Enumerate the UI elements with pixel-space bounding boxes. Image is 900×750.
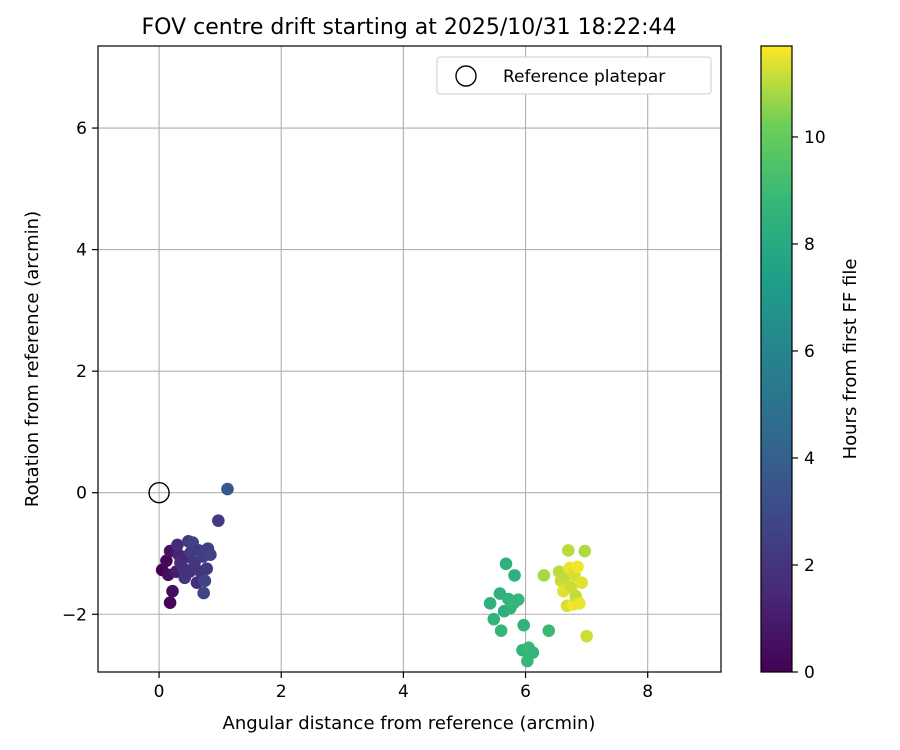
x-axis-ticks: 0 2 4 6 8 <box>154 672 653 702</box>
colorbar-tick-label: 8 <box>804 235 815 255</box>
plot-area: 0 2 4 6 8 −2 0 2 4 6 <box>62 45 722 702</box>
scatter-point <box>177 562 190 575</box>
scatter-point <box>171 538 184 552</box>
scatter-point <box>571 560 584 574</box>
scatter-point <box>487 612 501 626</box>
legend-marker-icon <box>455 65 477 87</box>
scatter-point <box>511 593 525 606</box>
y-tick-label: 2 <box>76 362 87 382</box>
scatter-point <box>163 596 177 610</box>
data-points <box>155 482 593 668</box>
grid-lines <box>98 46 721 672</box>
colorbar-label: Hours from first FF file <box>840 259 861 460</box>
scatter-point <box>483 597 497 610</box>
scatter-point <box>537 569 551 582</box>
plot-frame <box>97 45 722 673</box>
scatter-point <box>166 584 179 598</box>
scatter-point <box>212 514 225 527</box>
chart-title: FOV centre drift starting at 2025/10/31 … <box>142 15 677 40</box>
y-axis-label: Rotation from reference (arcmin) <box>22 211 43 507</box>
scatter-point <box>508 569 521 582</box>
reference-marker <box>148 482 170 504</box>
legend-label: Reference platepar <box>503 67 665 87</box>
scatter-point <box>197 586 210 600</box>
colorbar-gradient <box>760 45 793 673</box>
y-axis-ticks: −2 0 2 4 6 <box>62 119 98 625</box>
scatter-point <box>580 629 593 643</box>
scatter-point <box>160 554 173 568</box>
colorbar-tick-label: 2 <box>804 556 815 576</box>
y-tick-label: 0 <box>76 484 87 504</box>
scatter-point <box>517 618 531 632</box>
legend-box <box>436 56 712 95</box>
colorbar-tick-label: 4 <box>804 449 815 469</box>
scatter-point <box>572 597 586 610</box>
colorbar: 0 2 4 6 8 10 Hours from first FF file <box>760 45 861 683</box>
scatter-point <box>499 557 513 571</box>
x-tick-label: 2 <box>276 682 287 702</box>
x-tick-label: 4 <box>398 682 409 702</box>
colorbar-tick-label: 10 <box>804 128 826 148</box>
y-tick-label: 4 <box>76 241 87 261</box>
scatter-point <box>200 562 214 575</box>
reference-layer <box>148 482 170 504</box>
colorbar-ticks: 0 2 4 6 8 10 <box>792 128 826 683</box>
scatter-point <box>494 624 508 637</box>
scatter-point <box>526 646 540 659</box>
scatter-point <box>575 576 589 589</box>
x-tick-label: 6 <box>520 682 531 702</box>
x-tick-label: 0 <box>154 682 165 702</box>
y-tick-label: 6 <box>76 119 87 139</box>
scatter-point <box>198 574 212 588</box>
colorbar-tick-label: 6 <box>804 342 815 362</box>
scatter-point <box>562 544 575 557</box>
scatter-point <box>542 624 556 637</box>
legend: Reference platepar <box>436 56 712 95</box>
scatter-point <box>578 544 592 558</box>
colorbar-tick-label: 0 <box>804 663 815 683</box>
scatter-point <box>204 548 217 562</box>
x-axis-label: Angular distance from reference (arcmin) <box>223 713 596 734</box>
scatter-point <box>221 482 234 496</box>
y-tick-label: −2 <box>62 605 87 625</box>
x-tick-label: 8 <box>642 682 653 702</box>
